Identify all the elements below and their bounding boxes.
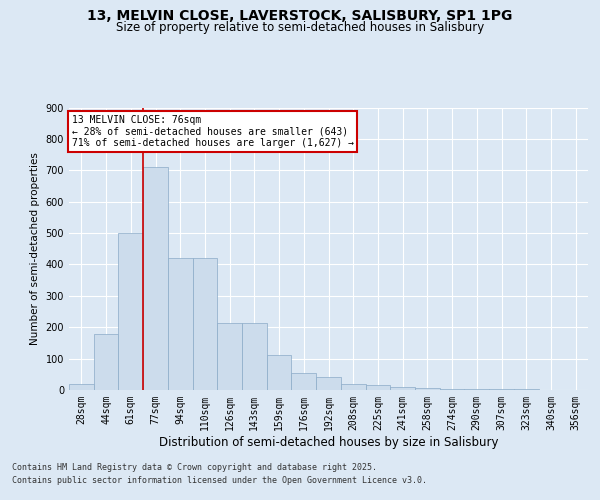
Bar — [217, 322, 242, 390]
Bar — [94, 334, 118, 390]
Text: Contains HM Land Registry data © Crown copyright and database right 2025.: Contains HM Land Registry data © Crown c… — [12, 464, 377, 472]
Bar — [118, 233, 143, 390]
Text: 13 MELVIN CLOSE: 76sqm
← 28% of semi-detached houses are smaller (643)
71% of se: 13 MELVIN CLOSE: 76sqm ← 28% of semi-det… — [71, 114, 353, 148]
X-axis label: Distribution of semi-detached houses by size in Salisbury: Distribution of semi-detached houses by … — [159, 436, 498, 448]
Bar — [341, 384, 365, 390]
Bar — [143, 167, 168, 390]
Bar — [415, 388, 440, 390]
Y-axis label: Number of semi-detached properties: Number of semi-detached properties — [30, 152, 40, 345]
Bar — [69, 384, 94, 390]
Bar — [365, 386, 390, 390]
Bar — [267, 356, 292, 390]
Text: Size of property relative to semi-detached houses in Salisbury: Size of property relative to semi-detach… — [116, 21, 484, 34]
Text: Contains public sector information licensed under the Open Government Licence v3: Contains public sector information licen… — [12, 476, 427, 485]
Bar — [316, 378, 341, 390]
Bar — [242, 322, 267, 390]
Bar — [464, 389, 489, 390]
Bar — [292, 372, 316, 390]
Bar — [440, 388, 464, 390]
Text: 13, MELVIN CLOSE, LAVERSTOCK, SALISBURY, SP1 1PG: 13, MELVIN CLOSE, LAVERSTOCK, SALISBURY,… — [88, 9, 512, 23]
Bar — [168, 258, 193, 390]
Bar — [390, 387, 415, 390]
Bar — [193, 258, 217, 390]
